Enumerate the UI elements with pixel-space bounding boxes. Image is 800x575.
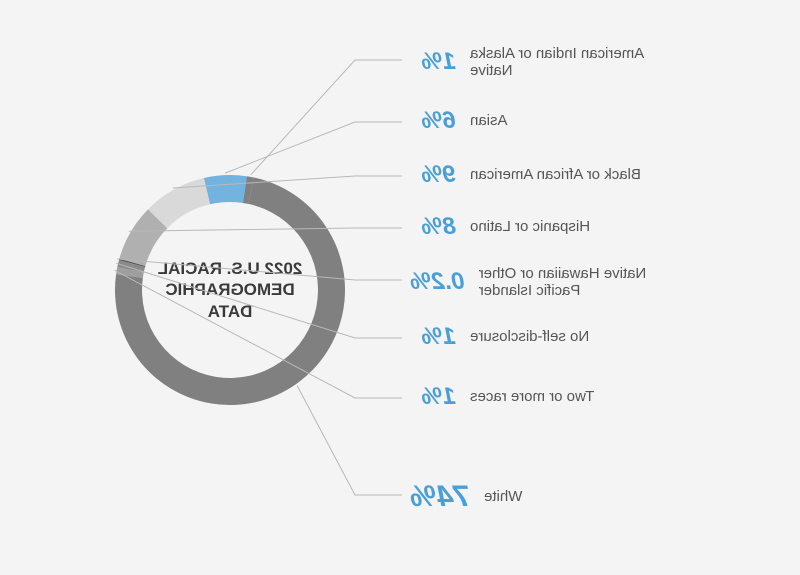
- legend: American Indian or Alaska Native 1% Asian 6…: [410, 0, 740, 575]
- donut-chart: 2022 U.S. RACIALDEMOGRAPHICDATA American…: [0, 0, 800, 575]
- legend-pct: 8%: [410, 213, 456, 241]
- legend-row: Hispanic or Latino 8%: [410, 213, 740, 241]
- legend-label: Two or more races: [470, 388, 594, 405]
- legend-label: Asian: [470, 112, 508, 129]
- legend-row: Asian 6%: [410, 107, 740, 135]
- legend-pct: 1%: [410, 323, 456, 351]
- legend-label: Black or African American: [470, 166, 641, 183]
- legend-pct: 0.2%: [410, 268, 465, 296]
- legend-label: White: [484, 488, 522, 505]
- legend-pct: 9%: [410, 161, 456, 189]
- legend-pct: 1%: [410, 383, 456, 411]
- leader-line: [225, 122, 402, 173]
- legend-row: White 74%: [410, 480, 740, 514]
- legend-label: No self-disclosure: [470, 328, 589, 345]
- legend-pct: 6%: [410, 107, 456, 135]
- legend-label: Hispanic or Latino: [470, 218, 590, 235]
- legend-row: Native Hawaiian or Other Pacific Islande…: [410, 265, 740, 300]
- legend-pct: 1%: [410, 48, 456, 76]
- legend-pct: 74%: [410, 480, 470, 514]
- legend-row: No self-disclosure 1%: [410, 323, 740, 351]
- legend-row: American Indian or Alaska Native 1%: [410, 45, 740, 80]
- donut-segment: [204, 175, 247, 204]
- legend-row: Black or African American 9%: [410, 161, 740, 189]
- leader-line: [251, 60, 402, 175]
- legend-row: Two or more races 1%: [410, 383, 740, 411]
- chart-title: 2022 U.S. RACIALDEMOGRAPHICDATA: [147, 258, 313, 322]
- legend-label: Native Hawaiian or Other Pacific Islande…: [479, 265, 669, 300]
- legend-label: American Indian or Alaska Native: [470, 45, 660, 80]
